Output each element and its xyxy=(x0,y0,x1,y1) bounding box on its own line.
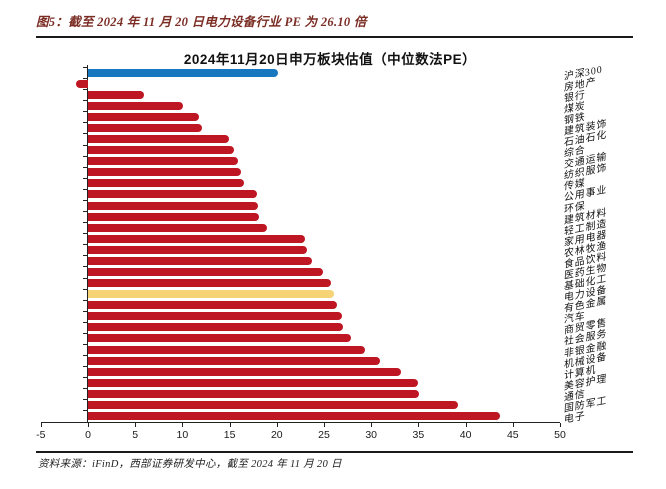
y-axis-tick xyxy=(83,188,87,190)
y-axis-tick xyxy=(83,388,87,390)
x-axis-tick xyxy=(276,423,278,427)
bottom-rule xyxy=(36,451,633,453)
bar xyxy=(88,290,335,299)
y-axis-tick xyxy=(83,277,87,279)
bar xyxy=(88,367,401,376)
x-tick-label: 10 xyxy=(176,429,189,441)
bar xyxy=(88,135,229,143)
bar xyxy=(88,356,380,365)
bar xyxy=(88,345,365,354)
bar xyxy=(88,279,331,287)
y-axis-tick xyxy=(83,344,87,345)
x-axis-tick xyxy=(371,423,373,427)
x-tick-label: 35 xyxy=(412,429,425,441)
y-axis-tick xyxy=(83,199,87,201)
x-axis-tick xyxy=(560,423,561,427)
y-axis-tick xyxy=(83,244,87,246)
y-axis-tick xyxy=(83,211,87,212)
bar xyxy=(88,179,244,188)
bar xyxy=(88,323,343,332)
x-axis-tick xyxy=(324,423,325,427)
y-axis-tick xyxy=(83,222,87,224)
bar xyxy=(88,101,184,110)
bar xyxy=(88,234,306,243)
bar xyxy=(88,201,258,210)
x-axis-tick xyxy=(182,423,184,427)
y-axis-tick xyxy=(83,332,87,334)
y-axis-tick xyxy=(83,111,87,113)
x-tick-label: -5 xyxy=(36,429,46,441)
x-axis-tick xyxy=(40,423,42,427)
bar xyxy=(88,312,342,321)
bar xyxy=(88,245,307,254)
y-axis-tick xyxy=(83,377,87,379)
y-axis-tick xyxy=(83,133,87,135)
y-axis-tick xyxy=(83,89,87,91)
y-axis-tick xyxy=(83,355,87,356)
y-axis-tick xyxy=(83,255,87,257)
y-axis-tick xyxy=(83,78,87,79)
y-axis-tick xyxy=(83,321,87,323)
y-axis-tick xyxy=(83,410,87,412)
x-axis-tick xyxy=(88,423,89,427)
y-axis-tick xyxy=(83,399,87,401)
bar xyxy=(88,389,420,398)
bar xyxy=(88,168,241,177)
bar xyxy=(88,112,200,121)
source-line: 资料来源：iFinD，西部证券研发中心，截至 2024 年 11 月 20 日 xyxy=(38,459,342,470)
x-tick-label: 25 xyxy=(318,429,330,441)
bar xyxy=(88,157,239,166)
x-tick-label: 40 xyxy=(459,429,472,441)
bar xyxy=(88,223,268,232)
bar xyxy=(88,334,352,343)
y-axis-tick xyxy=(83,299,87,301)
bar xyxy=(88,301,338,310)
bar xyxy=(88,190,257,199)
bar xyxy=(88,412,500,420)
top-rule xyxy=(36,36,633,38)
y-axis-tick xyxy=(83,310,87,312)
y-axis-tick xyxy=(83,122,87,124)
x-axis-line xyxy=(40,422,560,423)
y-axis-tick xyxy=(83,288,87,290)
x-tick-label: 5 xyxy=(132,429,139,441)
bar xyxy=(88,123,203,132)
bar xyxy=(88,212,259,221)
y-axis-tick xyxy=(83,166,87,168)
x-tick-label: 0 xyxy=(85,429,91,441)
x-tick-label: 30 xyxy=(365,429,378,441)
bar xyxy=(88,400,458,409)
y-axis-tick xyxy=(83,233,87,235)
x-tick-label: 45 xyxy=(506,429,519,441)
y-axis-line xyxy=(87,65,88,422)
bar xyxy=(88,378,418,387)
x-axis-tick xyxy=(418,423,420,427)
bar xyxy=(88,90,144,99)
x-axis-tick xyxy=(512,423,514,427)
bar xyxy=(88,267,324,276)
x-axis-tick xyxy=(135,423,137,427)
y-axis-tick xyxy=(83,144,87,146)
bar xyxy=(88,68,278,77)
bar xyxy=(88,256,312,265)
y-axis-tick xyxy=(83,155,87,157)
category-label: 电子 xyxy=(562,410,587,426)
y-axis-tick xyxy=(83,177,87,179)
y-axis-tick xyxy=(83,266,87,268)
y-axis-tick xyxy=(83,100,87,102)
x-axis-tick xyxy=(465,423,467,427)
bar xyxy=(88,146,235,155)
x-tick-label: 20 xyxy=(270,429,283,441)
x-axis-tick xyxy=(229,423,231,427)
y-axis-tick xyxy=(83,67,87,68)
x-tick-label: 15 xyxy=(223,429,236,441)
figure-title: 图5：截至 2024 年 11 月 20 日电力设备行业 PE 为 26.10 … xyxy=(36,15,367,29)
y-axis-tick xyxy=(83,366,87,368)
chart-title: 2024年11月20日申万板块估值（中位数法PE） xyxy=(183,52,477,67)
bar xyxy=(75,79,88,88)
x-tick-label: 50 xyxy=(554,429,566,441)
